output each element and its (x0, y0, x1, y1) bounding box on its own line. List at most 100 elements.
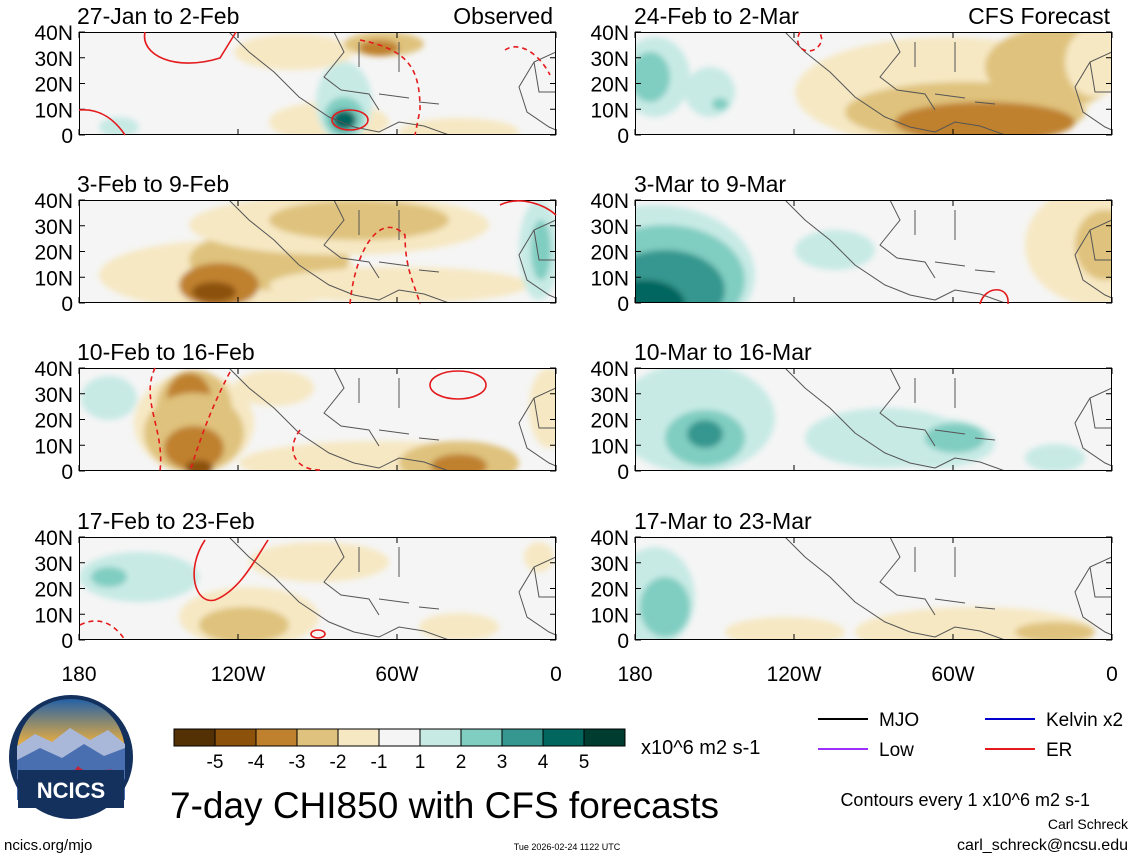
x-tick-label: 180 (61, 663, 96, 686)
colorbar-box (173, 728, 216, 747)
anomaly-blob (687, 420, 723, 448)
map-panel-right-2 (634, 199, 1113, 304)
panel-ticks (634, 31, 1113, 136)
panel-ticks (78, 536, 557, 641)
site-url: ncics.org/mjo (4, 837, 92, 854)
author: Carl Schreck (1048, 816, 1129, 832)
panel-ticks (78, 199, 557, 304)
y-tick-label: 30N (590, 48, 629, 71)
panel-title-right-4: 17-Mar to 23-Mar (634, 508, 812, 534)
anomaly-blob (164, 426, 224, 470)
anomaly-shading (635, 200, 1112, 303)
er-contour (499, 200, 557, 216)
panel-title-left-2: 3-Feb to 9-Feb (77, 171, 229, 197)
y-tick-label: 40N (34, 190, 73, 213)
y-tick-label: 20N (590, 242, 629, 265)
panel-ticks (78, 31, 557, 136)
er-contour (78, 109, 126, 136)
x-axis-ticks: 180 120W 60W 0 180 120W 60W 0 (61, 663, 1117, 686)
email: carl_schreck@ncsu.edu (957, 837, 1128, 854)
map-panel-left-3 (78, 367, 557, 472)
y-tick-label: 10N (590, 435, 629, 458)
y-tick-label: 10N (34, 99, 73, 122)
colorbar: -5 -4 -3 -2 -1 1 2 3 4 5 (173, 728, 626, 773)
anomaly-blob (712, 98, 728, 110)
x-tick-label: 60W (375, 663, 418, 686)
anomaly-blob (359, 40, 399, 56)
er-contour-dashed (349, 226, 421, 305)
y-tick-label: 30N (34, 216, 73, 239)
y-tick-label: 40N (590, 527, 629, 550)
er-contour-dashed (359, 39, 421, 136)
colorbar-box (337, 728, 380, 747)
panel-title-right-1: 24-Feb to 2-Mar (634, 3, 799, 29)
coastlines (228, 32, 556, 135)
er-contour (429, 370, 487, 400)
y-tick-label: 10N (34, 604, 73, 627)
y-tick-label: 0 (617, 293, 629, 316)
y-tick-label: 40N (34, 527, 73, 550)
anomaly-blob (1015, 622, 1095, 640)
anomaly-blob (1065, 32, 1112, 97)
y-tick-label: 20N (590, 410, 629, 433)
anomaly-blob (640, 577, 690, 637)
y-tick-label: 20N (590, 74, 629, 97)
map-panel-left-4 (78, 536, 557, 641)
y-tick-label: 10N (590, 267, 629, 290)
colorbar-box (378, 728, 421, 747)
panel-ticks (634, 199, 1113, 304)
anomaly-shading (99, 32, 519, 135)
anomaly-shading (635, 547, 1095, 640)
coastlines (784, 368, 1112, 471)
cfs-forecast-label: CFS Forecast (968, 3, 1110, 29)
anomaly-blob (1075, 210, 1112, 280)
anomaly-blob (524, 542, 554, 572)
er-contour (979, 288, 1009, 305)
ncics-logo: NCICS (9, 695, 133, 819)
panel-titles: 27-Jan to 2-Feb 3-Feb to 9-Feb 10-Feb to… (77, 3, 1111, 534)
y-tick-label: 30N (34, 48, 73, 71)
er-contour-dashed (504, 46, 551, 76)
panel-title-left-4: 17-Feb to 23-Feb (77, 508, 255, 534)
anomaly-blob (269, 267, 529, 303)
anomaly-blob (119, 559, 199, 595)
coastlines (228, 200, 556, 303)
anomaly-shading (79, 542, 554, 640)
anomaly-blob (234, 370, 314, 406)
anomaly-blob (725, 617, 845, 640)
y-tick-label: 40N (590, 190, 629, 213)
colorbar-box (255, 728, 298, 747)
x-tick-label: 120W (211, 663, 266, 686)
y-tick-label: 20N (34, 74, 73, 97)
y-tick-label: 40N (590, 22, 629, 45)
colorbar-label: -4 (248, 752, 265, 773)
anomaly-blob (192, 282, 236, 302)
x-tick-label: 0 (1106, 663, 1118, 686)
anomaly-blob (91, 567, 127, 587)
panel-ticks (634, 536, 1113, 641)
panels (78, 31, 1113, 641)
anomaly-shading (635, 32, 1112, 135)
colorbar-box (501, 728, 544, 747)
y-axis-ticks: 40N30N20N10N040N30N20N10N040N30N20N10N04… (34, 22, 629, 653)
y-tick-label: 40N (34, 22, 73, 45)
y-tick-label: 40N (590, 358, 629, 381)
legend-label: ER (1046, 740, 1072, 761)
map-panel-right-4 (634, 536, 1113, 641)
y-tick-label: 10N (590, 99, 629, 122)
er-contour (143, 31, 237, 64)
colorbar-label: -1 (371, 752, 388, 773)
y-tick-label: 40N (34, 358, 73, 381)
y-tick-label: 0 (61, 630, 73, 653)
anomaly-blob (185, 460, 213, 471)
anomaly-blob (81, 376, 137, 420)
y-tick-label: 10N (590, 604, 629, 627)
anomaly-blob (234, 34, 354, 70)
anomaly-blob (895, 102, 1075, 135)
anomaly-blob (795, 230, 875, 270)
er-contour (331, 109, 369, 131)
y-tick-label: 0 (61, 461, 73, 484)
y-tick-label: 20N (34, 242, 73, 265)
y-tick-label: 30N (34, 553, 73, 576)
coastlines (228, 368, 556, 471)
